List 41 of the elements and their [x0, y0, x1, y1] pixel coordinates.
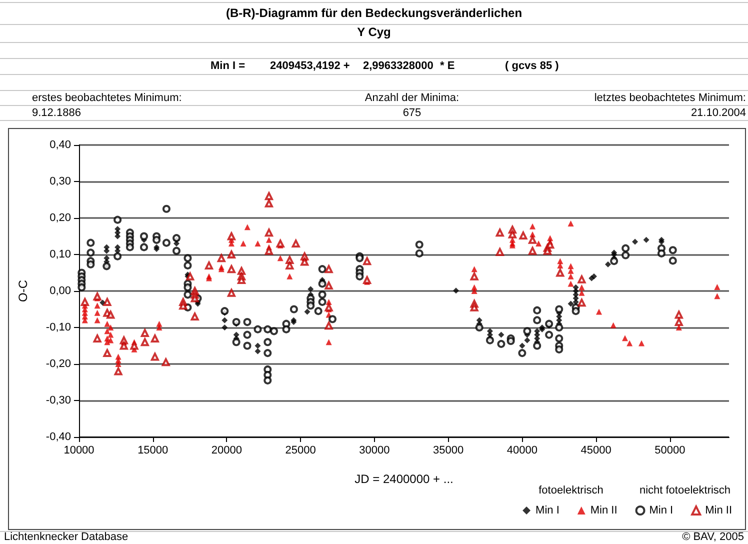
text: 21.10.2004 — [690, 107, 746, 119]
y-tick-label: 0,10 — [50, 248, 71, 260]
legend-label: Min I — [536, 504, 560, 516]
text: Anzahl der Minima: — [364, 92, 460, 104]
text: 2409453,4192 + — [270, 60, 350, 72]
x-tick-label: 50000 — [654, 444, 686, 456]
y-tick-label: -0,20 — [46, 358, 71, 370]
text: ( gcvs 85 ) — [505, 60, 559, 72]
x-axis-title: JD = 2400000 + ... — [354, 472, 454, 486]
y-tick-label: -0,10 — [46, 322, 71, 334]
text: fotoelektrisch — [538, 484, 604, 496]
text: erstes beobachtetes Minimum: — [32, 92, 182, 104]
x-tick-label: 30000 — [359, 444, 390, 456]
chart-title: (B-R)-Diagramm für den Bedeckungsveränderlichen — [224, 6, 524, 20]
x-tick-label: 25000 — [285, 444, 316, 456]
legend-label: Min II — [705, 504, 732, 516]
y-tick-label: 0,30 — [50, 176, 71, 188]
y-tick-label: 0,20 — [50, 212, 71, 224]
x-tick-label: 35000 — [433, 444, 464, 456]
text: Lichtenknecker Database — [4, 531, 128, 543]
y-tick-label: 0,40 — [50, 139, 71, 151]
text: nicht fotoelektrisch — [639, 484, 731, 496]
text: 2,9963328000 — [363, 60, 434, 72]
x-tick-label: 45000 — [580, 444, 612, 456]
y-tick-label: -0,40 — [46, 431, 71, 443]
text: 9.12.1886 — [32, 107, 81, 119]
x-tick-label: 20000 — [211, 444, 242, 456]
legend-label: Min II — [590, 504, 618, 516]
x-tick-label: 40000 — [506, 444, 538, 456]
text: 675 — [402, 107, 422, 119]
x-tick-label: 10000 — [64, 444, 94, 456]
legend-label: Min I — [649, 504, 674, 516]
text: letztes beobachtetes Minimum: — [594, 92, 746, 104]
text: * E — [440, 60, 455, 72]
y-tick-label: 0,00 — [50, 285, 71, 297]
text: Min I = — [210, 60, 245, 72]
x-tick-label: 15000 — [138, 444, 168, 456]
y-tick-label: -0,30 — [46, 394, 71, 406]
text: © BAV, 2005 — [682, 531, 744, 543]
chart-subtitle: Y Cyg — [356, 25, 392, 39]
y-axis-title: O-C — [16, 280, 30, 302]
